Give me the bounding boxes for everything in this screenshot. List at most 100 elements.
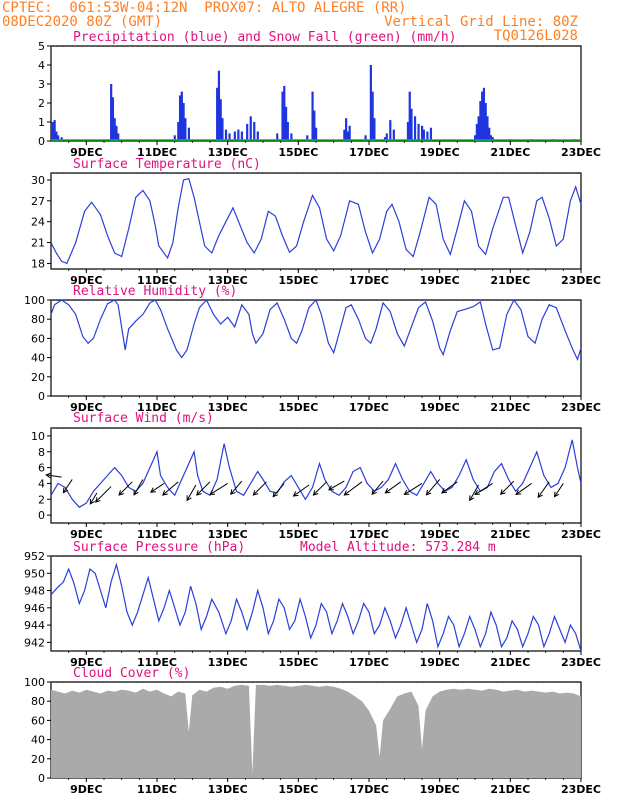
wind-arrow-head [327, 485, 334, 491]
wind-arrow-head [292, 491, 299, 497]
precip-bar [113, 118, 116, 141]
precip-bar [256, 131, 259, 141]
precip-bar [343, 129, 346, 141]
rh-xtick-label: 11DEC [137, 401, 177, 414]
precip-bar [489, 135, 493, 141]
precip-plot-frame [50, 45, 582, 142]
precip-bar [364, 135, 367, 141]
precip-bar [481, 91, 484, 141]
wind-ytick-label: 10 [31, 430, 45, 443]
temp-ytick-label: 21 [31, 237, 45, 250]
pres-ytick-label: 948 [24, 585, 45, 598]
wind-arrow-head [45, 472, 52, 479]
precip-bar [345, 118, 348, 141]
precip-bar [57, 135, 60, 141]
pres-xtick-label: 9DEC [70, 656, 102, 669]
wind-arrow [272, 483, 285, 497]
precip-bar [406, 122, 410, 141]
precip-ytick-label: 4 [38, 59, 45, 72]
pres-xtick-label: 21DEC [490, 656, 530, 669]
header-location: CPTEC: 061:53W-04:12N PROX07: ALTO ALEGR… [2, 0, 407, 16]
wind-arrow [252, 481, 267, 496]
wind-arrow [313, 481, 327, 496]
precip-bar [422, 129, 425, 141]
cloud-xtick-label: 13DEC [208, 783, 248, 796]
precip-bar [306, 135, 309, 141]
wind-xtick-label: 15DEC [278, 528, 318, 541]
wind-arrow-head [252, 490, 259, 496]
wind-arrow [150, 483, 165, 493]
wind-arrow-head [312, 490, 319, 496]
wind-arrow-head [209, 489, 216, 495]
cloud-ytick-label: 20 [31, 753, 45, 766]
precip-bar [283, 85, 286, 141]
wind-xtick-label: 19DEC [420, 528, 460, 541]
pres-line [50, 562, 582, 652]
precip-xtick-label: 11DEC [137, 146, 177, 159]
precip-bar [346, 131, 349, 141]
precip-bar [475, 123, 478, 141]
wind-arrow-head [118, 490, 125, 496]
chart-header: CPTEC: 061:53W-04:12N PROX07: ALTO ALEGR… [0, 0, 618, 46]
wind-arrow-head [196, 490, 202, 496]
wind-arrow-head [230, 489, 236, 496]
precip-bar [111, 97, 115, 141]
precip-bar [217, 70, 221, 141]
wind-arrow [500, 480, 515, 495]
wind-ytick-label: 4 [38, 477, 45, 490]
precip-bar [53, 120, 56, 141]
temp-xtick-label: 17DEC [349, 274, 389, 287]
precip-bar [182, 103, 185, 141]
precip-bar [474, 135, 477, 141]
precip-bar [281, 91, 284, 141]
precip-bar [249, 116, 252, 141]
cloud-xtick-label: 15DEC [278, 783, 318, 796]
cloud-ytick-label: 0 [38, 772, 45, 785]
temp-xtick-label: 11DEC [137, 274, 177, 287]
pres-xtick-label: 15DEC [278, 656, 318, 669]
wind-arrow-head [515, 489, 522, 496]
cloud-ytick-label: 80 [31, 695, 45, 708]
precip-bar [284, 106, 288, 141]
wind-arrow [46, 474, 62, 478]
rh-xtick-label: 19DEC [420, 401, 460, 414]
precip-bar [421, 125, 424, 141]
precip-bar [313, 110, 316, 141]
pres-title: Surface Pressure (hPa) [73, 540, 246, 555]
wind-arrow [426, 479, 441, 496]
rh-line [50, 298, 582, 362]
rh-xtick-label: 17DEC [349, 401, 389, 414]
precip-bar [246, 123, 249, 141]
wind-xtick-label: 13DEC [208, 528, 248, 541]
precip-bar [389, 120, 392, 141]
temp-ytick-label: 30 [31, 174, 45, 187]
precip-bar [187, 127, 190, 141]
wind-arrow [230, 480, 243, 495]
temp-xtick-label: 23DEC [561, 274, 601, 287]
wind-xtick-label: 17DEC [349, 528, 389, 541]
temp-xtick-label: 9DEC [70, 274, 102, 287]
wind-arrow [554, 483, 564, 497]
precip-xtick-label: 15DEC [278, 146, 318, 159]
precip-bar [385, 133, 388, 141]
temp-ytick-label: 18 [31, 257, 45, 270]
precip-bar [216, 87, 219, 141]
wind-arrow [118, 481, 133, 496]
precip-xtick-label: 19DEC [420, 146, 460, 159]
pres-xtick-label: 13DEC [208, 656, 248, 669]
pres-xtick-label: 19DEC [420, 656, 460, 669]
precip-bar [286, 122, 289, 141]
header-model-id: TQ0126L028 [493, 28, 578, 44]
precip-bar [408, 91, 411, 141]
precip-bar [315, 127, 318, 141]
precip-bar [117, 133, 120, 141]
precip-bar [178, 95, 182, 141]
temp-line [50, 177, 582, 265]
pres-model-altitude: Model Altitude: 573.284 m [300, 540, 496, 555]
rh-xtick-label: 15DEC [278, 401, 318, 414]
precip-title: Precipitation (blue) and Snow Fall (gree… [73, 30, 457, 45]
wind-ytick-label: 8 [38, 446, 45, 459]
rh-xtick-label: 23DEC [561, 401, 601, 414]
wind-arrow-head [441, 488, 447, 494]
